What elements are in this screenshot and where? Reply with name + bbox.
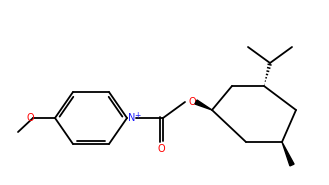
- Text: N: N: [128, 113, 135, 123]
- Text: O: O: [188, 97, 196, 107]
- Polygon shape: [282, 142, 294, 166]
- Polygon shape: [195, 100, 212, 110]
- Text: +: +: [135, 110, 141, 120]
- Text: O: O: [26, 113, 34, 123]
- Text: O: O: [158, 144, 165, 154]
